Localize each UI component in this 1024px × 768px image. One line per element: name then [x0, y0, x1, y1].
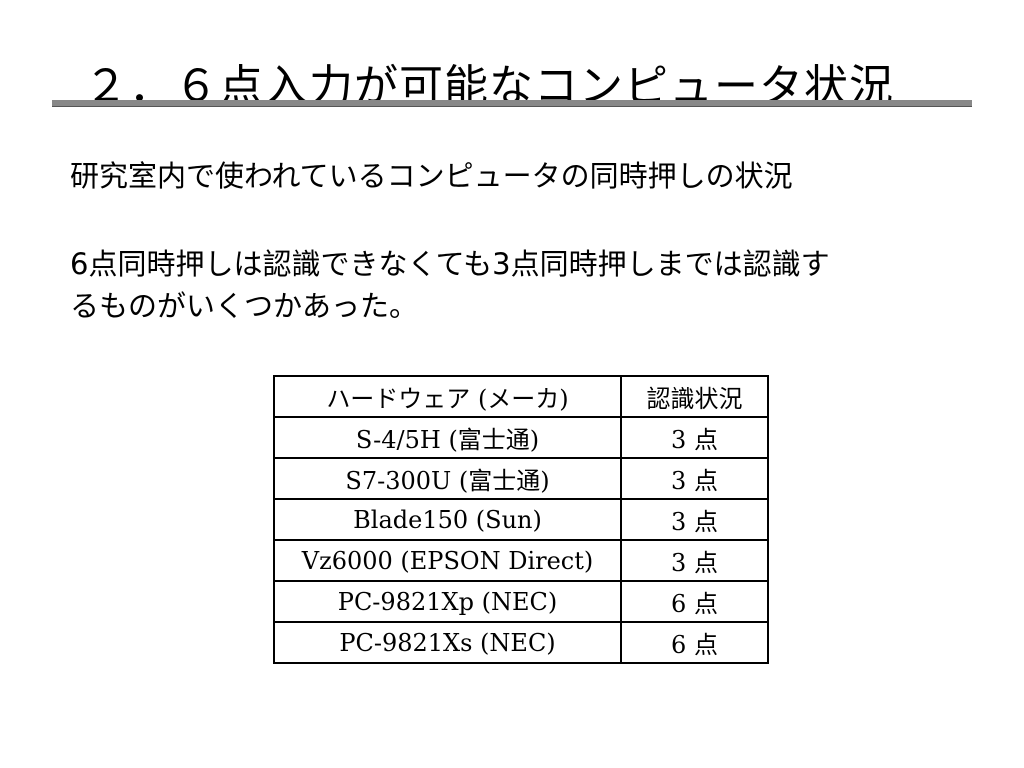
- status-cell: 3 点: [620, 498, 769, 541]
- status-cell: 3 点: [620, 457, 769, 500]
- header-status: 認識状況: [620, 375, 769, 418]
- hardware-cell: S-4/5H (富士通): [273, 416, 622, 459]
- status-cell: 6 点: [620, 580, 769, 623]
- body-text-line1: 6点同時押しは認識できなくても3点同時押しまでは認識す: [70, 247, 830, 281]
- title-divider: [52, 100, 972, 107]
- hardware-cell: Vz6000 (EPSON Direct): [273, 539, 622, 582]
- body-text-line2: るものがいくつかあった。: [70, 289, 419, 323]
- hardware-table: ハードウェア (メーカ) 認識状況 S-4/5H (富士通) 3 点 S7-300U…: [273, 375, 769, 664]
- hardware-cell: PC-9821Xp (NEC): [273, 580, 622, 623]
- table-row: Blade150 (Sun) 3 点: [273, 498, 769, 541]
- table-row: S-4/5H (富士通) 3 点: [273, 416, 769, 459]
- hardware-cell: PC-9821Xs (NEC): [273, 621, 622, 664]
- header-hardware: ハードウェア (メーカ): [273, 375, 622, 418]
- table-row: S7-300U (富士通) 3 点: [273, 457, 769, 500]
- status-cell: 6 点: [620, 621, 769, 664]
- status-cell: 3 点: [620, 416, 769, 459]
- table-row: PC-9821Xs (NEC) 6 点: [273, 621, 769, 664]
- hardware-cell: Blade150 (Sun): [273, 498, 622, 541]
- intro-text: 研究室内で使われているコンピュータの同時押しの状況: [70, 159, 793, 193]
- status-cell: 3 点: [620, 539, 769, 582]
- table-row: Vz6000 (EPSON Direct) 3 点: [273, 539, 769, 582]
- table-header-row: ハードウェア (メーカ) 認識状況: [273, 375, 769, 418]
- table-row: PC-9821Xp (NEC) 6 点: [273, 580, 769, 623]
- hardware-cell: S7-300U (富士通): [273, 457, 622, 500]
